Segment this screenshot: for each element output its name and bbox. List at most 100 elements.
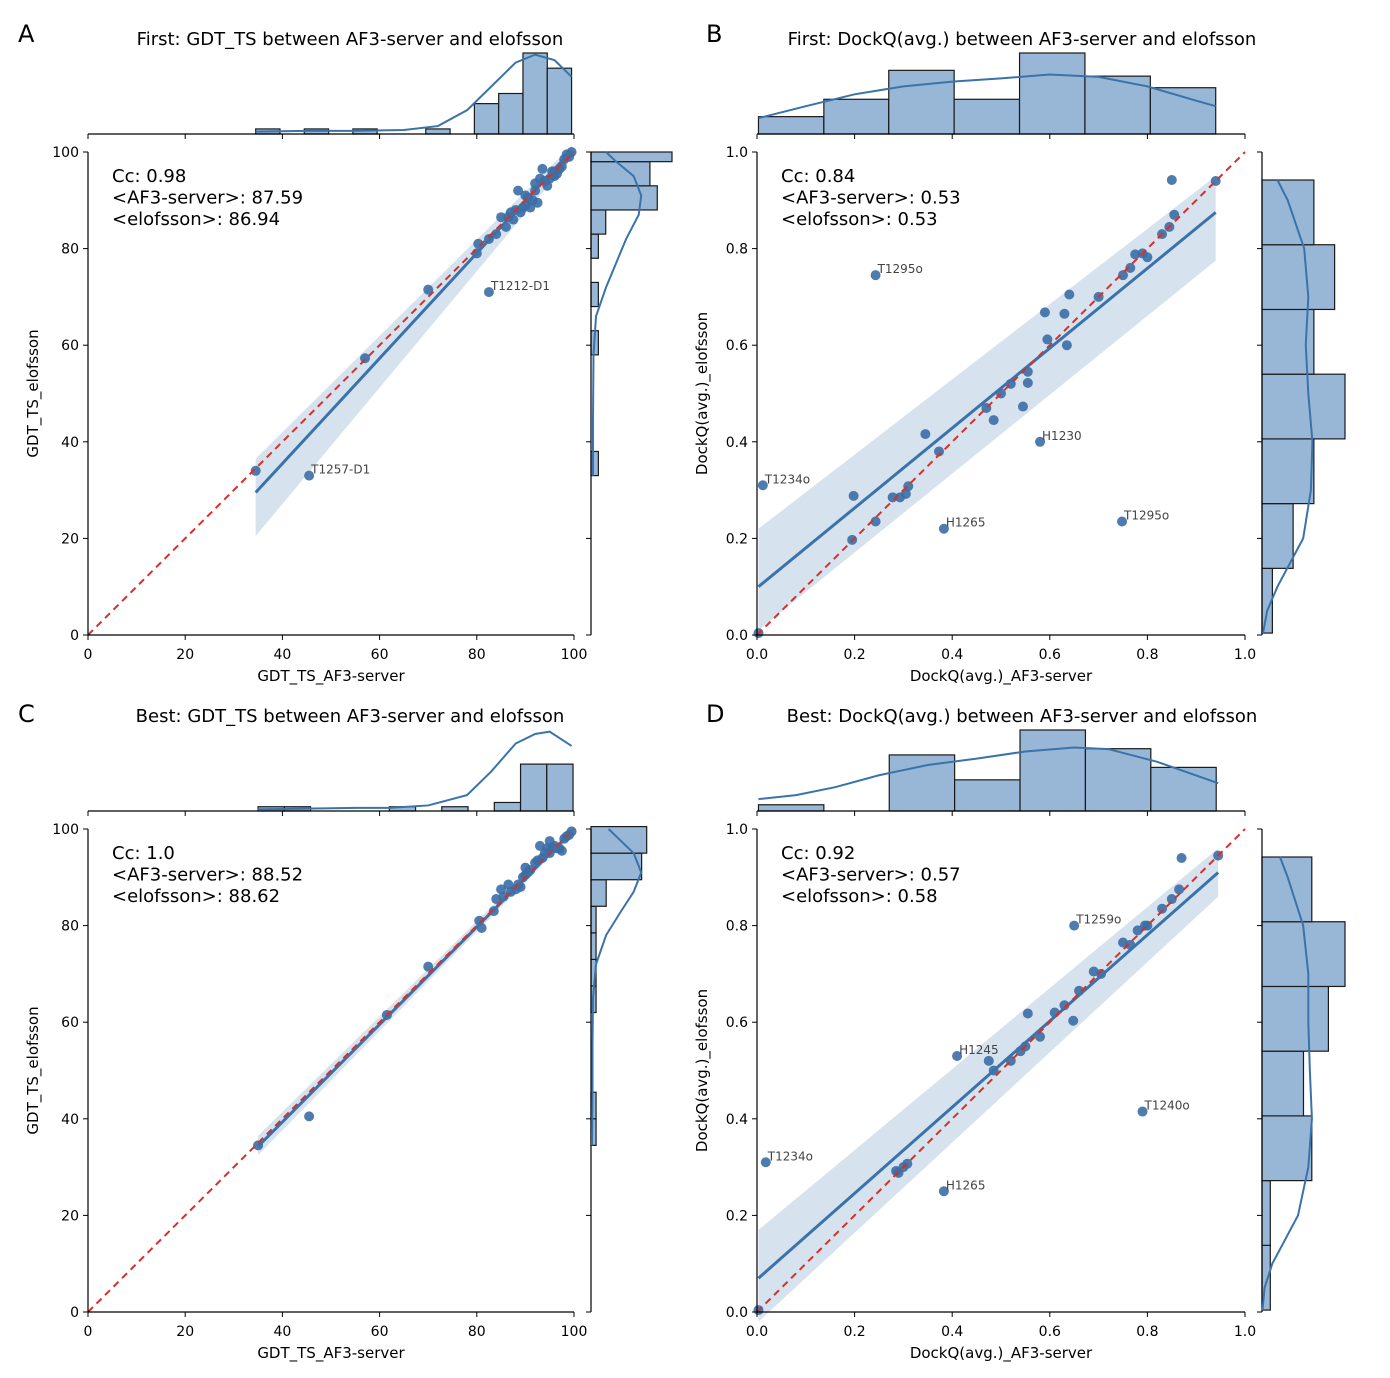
- panel-label: D: [706, 700, 724, 728]
- histogram-bar: [1261, 179, 1315, 246]
- data-point: [483, 287, 494, 298]
- data-point: [757, 480, 768, 491]
- point-annotation: T1295o: [1123, 508, 1169, 522]
- data-point: [938, 523, 949, 534]
- point-annotation: H1245: [959, 1043, 999, 1057]
- data-point: [1137, 1106, 1148, 1117]
- data-point: [1061, 340, 1072, 351]
- histogram-bar: [1261, 856, 1313, 923]
- x-tick-label: 100: [561, 647, 588, 663]
- confidence-band: [255, 145, 572, 536]
- data-point: [1118, 270, 1128, 281]
- histogram-bar: [1261, 1050, 1305, 1117]
- top-kde-curve: [758, 746, 1219, 801]
- y-tick-label: 0.4: [726, 435, 748, 451]
- histogram-bar: [1261, 244, 1336, 311]
- right-kde-curve: [592, 151, 643, 476]
- stats-line: <elofsson>: 0.53: [781, 209, 938, 230]
- identity-line: [756, 151, 1246, 636]
- panel-label: C: [18, 700, 35, 728]
- data-point: [250, 465, 261, 476]
- data-point: [1166, 175, 1177, 186]
- panel-d: D Best: DockQ(avg.) between AF3-server an…: [693, 700, 1346, 1363]
- right-histogram: [586, 825, 648, 1313]
- histogram-bar: [1261, 503, 1294, 569]
- point-annotation: T1259o: [1075, 913, 1121, 927]
- point-annotation: T1212-D1: [490, 279, 550, 293]
- y-tick-label: 100: [52, 822, 79, 838]
- data-point: [556, 845, 567, 856]
- x-tick-label: 0: [84, 1324, 93, 1340]
- histogram-bar: [1261, 438, 1315, 505]
- x-tick-label: 20: [176, 647, 194, 663]
- right-histogram: [586, 151, 673, 636]
- y-tick-label: 0.2: [726, 531, 748, 547]
- x-tick-label: 0.4: [941, 647, 963, 663]
- histogram-bar: [546, 67, 573, 135]
- stats-line: Cc: 0.84: [781, 166, 855, 187]
- x-tick-label: 0: [84, 647, 93, 663]
- right-kde-curve: [1262, 179, 1314, 634]
- panel-b: B First: DockQ(avg.) between AF3-server a…: [693, 20, 1346, 686]
- point-annotation: H1265: [946, 516, 986, 530]
- y-tick-label: 0: [70, 628, 79, 644]
- regression-line: [757, 211, 1217, 588]
- y-tick-label: 1.0: [726, 822, 748, 838]
- panel-c: C Best: GDT_TS between AF3-server and elo…: [18, 700, 648, 1363]
- histogram-bar: [823, 98, 890, 135]
- chart-title: Best: GDT_TS between AF3-server and elof…: [136, 706, 565, 727]
- stats-line: <AF3-server>: 87.59: [112, 188, 303, 209]
- identity-line: [87, 828, 575, 1313]
- x-tick-label: 0.2: [843, 1324, 865, 1340]
- histogram-bar: [953, 98, 1021, 135]
- right-kde-curve: [591, 828, 643, 1146]
- y-tick-label: 0.2: [726, 1208, 748, 1224]
- stats-line: <elofsson>: 0.58: [781, 886, 938, 907]
- y-axis-label: DockQ(avg.)_elofsson: [693, 989, 712, 1152]
- stats-line: Cc: 0.98: [112, 166, 186, 187]
- histogram-bar: [590, 209, 607, 235]
- histogram-bar: [888, 754, 956, 812]
- data-point: [760, 1157, 771, 1168]
- data-point: [1132, 925, 1143, 936]
- histogram-bar: [425, 128, 451, 135]
- x-axis-label: GDT_TS_AF3-server: [257, 1344, 405, 1363]
- histogram-bar: [590, 151, 673, 163]
- y-tick-label: 0.8: [726, 919, 748, 935]
- top-histogram: [87, 52, 575, 139]
- histogram-bar: [1150, 766, 1217, 812]
- point-annotation: H1230: [1042, 429, 1082, 443]
- y-tick-label: 0.0: [726, 628, 748, 644]
- data-point: [1069, 920, 1080, 931]
- y-tick-label: 80: [61, 242, 79, 258]
- top-histogram: [87, 730, 575, 816]
- data-point: [1039, 307, 1050, 318]
- x-tick-label: 80: [468, 647, 486, 663]
- top-histogram: [756, 729, 1246, 816]
- data-point: [1130, 249, 1141, 260]
- y-tick-label: 20: [61, 1208, 79, 1224]
- data-point: [423, 284, 434, 295]
- point-annotation: T1257-D1: [310, 463, 370, 477]
- data-point: [1117, 516, 1128, 527]
- x-tick-label: 60: [371, 647, 389, 663]
- data-point: [1142, 252, 1153, 263]
- histogram-bar: [1261, 1115, 1313, 1182]
- chart-title: First: GDT_TS between AF3-server and elo…: [137, 29, 564, 50]
- x-tick-label: 0.0: [746, 1324, 768, 1340]
- point-annotation: T1234o: [764, 472, 810, 486]
- x-axis-label: DockQ(avg.)_AF3-server: [910, 667, 1093, 686]
- y-tick-label: 0.0: [726, 1305, 748, 1321]
- histogram-bar: [1019, 729, 1087, 812]
- stats-line: <AF3-server>: 88.52: [112, 865, 303, 886]
- x-axis-label: GDT_TS_AF3-server: [257, 667, 405, 686]
- x-tick-label: 40: [273, 1324, 291, 1340]
- data-point: [513, 185, 524, 196]
- stats-line: <AF3-server>: 0.57: [781, 865, 961, 886]
- x-tick-label: 1.0: [1234, 647, 1256, 663]
- histogram-bar: [757, 116, 825, 135]
- x-axis-label: DockQ(avg.)_AF3-server: [910, 1344, 1093, 1363]
- data-point: [496, 212, 507, 223]
- histogram-bar: [1149, 87, 1217, 135]
